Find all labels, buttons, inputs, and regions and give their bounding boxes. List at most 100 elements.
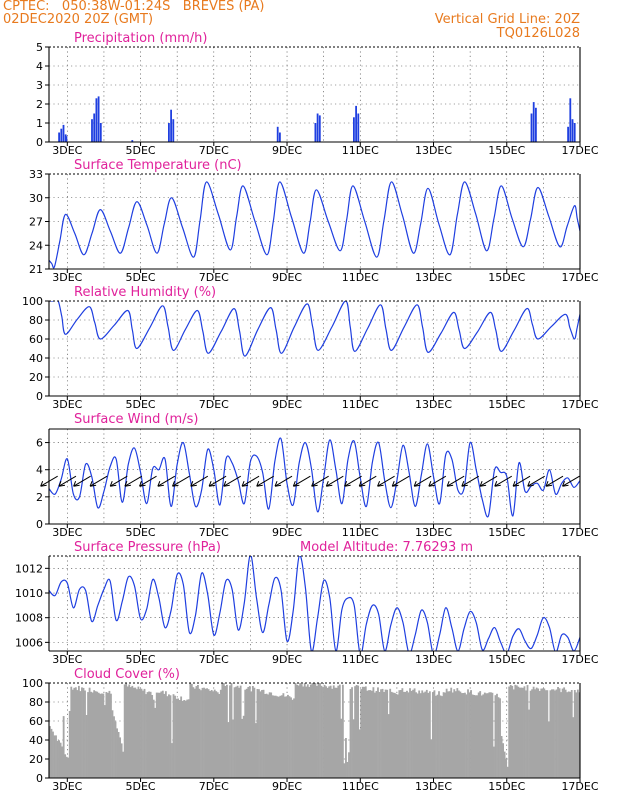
- cloud-bar: [406, 690, 408, 778]
- wind-arrow: [73, 475, 91, 487]
- wind-arrowhead: [292, 481, 300, 487]
- cloud-bar: [113, 716, 115, 778]
- cloud-bar: [407, 692, 410, 778]
- cloud-bar: [270, 692, 273, 778]
- cloud-bar: [322, 687, 324, 778]
- cloud-bar: [560, 692, 562, 778]
- cloud-bar: [79, 691, 82, 778]
- precip-bar: [279, 132, 281, 142]
- cloud-bar: [532, 686, 535, 778]
- header-code: TQ0126L028: [496, 26, 580, 41]
- cloud-bar: [146, 692, 149, 778]
- x-tick-label: 5DEC: [125, 526, 155, 539]
- cloud-bar: [325, 686, 328, 778]
- cloud-bar: [326, 687, 329, 778]
- cloud-bar: [444, 692, 447, 778]
- precip-bar: [131, 140, 134, 142]
- cloud-bar: [106, 692, 109, 778]
- wind-arrowhead: [325, 481, 333, 487]
- wind-arrow: [461, 475, 480, 487]
- cloud-bar: [551, 689, 553, 778]
- x-tick-label: 5DEC: [125, 144, 155, 157]
- x-tick-label: 15DEC: [488, 780, 525, 793]
- x-tick-label: 15DEC: [488, 653, 525, 666]
- cloud-bar: [500, 736, 503, 778]
- cloud-bar: [253, 687, 256, 778]
- cloud-bar: [410, 690, 413, 778]
- cloud-bar: [178, 700, 181, 778]
- precip-bar: [58, 132, 60, 142]
- y-tick-label: 27: [29, 216, 43, 229]
- x-tick-label: 3DEC: [52, 526, 82, 539]
- cloud-bar: [488, 692, 491, 778]
- precip-bar: [532, 102, 535, 142]
- cloud-bar: [49, 726, 51, 778]
- cloud-bar: [97, 692, 100, 778]
- y-tick-label: 1: [36, 117, 43, 130]
- y-tick-label: 0: [36, 772, 43, 785]
- wind-arrowhead: [73, 481, 80, 487]
- cloud-bar: [242, 715, 245, 778]
- wind-arrow: [58, 475, 77, 487]
- precip-bar: [567, 126, 569, 142]
- cloud-bar: [419, 693, 422, 778]
- cloud-bar: [534, 689, 537, 778]
- wind-arrowhead: [311, 481, 318, 487]
- cloud-bar: [529, 690, 532, 778]
- cloud-bar: [166, 696, 169, 778]
- cloud-bar: [251, 686, 254, 778]
- cloud-bar: [338, 684, 341, 778]
- cloud-bar: [349, 689, 352, 778]
- cloud-bar: [477, 692, 480, 778]
- cloud-bar: [258, 689, 260, 778]
- cloud-bar: [335, 687, 338, 778]
- cloud-bar: [177, 698, 179, 778]
- x-tick-label: 9DEC: [272, 526, 302, 539]
- cloud-bar: [575, 692, 578, 778]
- cloud-bar: [401, 688, 404, 778]
- cloud-bar: [389, 688, 392, 778]
- cloud-bar: [100, 693, 103, 778]
- cloud-bar: [447, 691, 450, 778]
- cloud-bar: [404, 691, 407, 778]
- x-tick-label: 11DEC: [342, 526, 379, 539]
- cloud-bar: [329, 685, 332, 778]
- wind-arrow: [139, 475, 157, 487]
- cloud-bar: [431, 692, 434, 778]
- cloud-bar: [395, 693, 398, 778]
- wind-arrowhead: [256, 481, 263, 487]
- cloud-bar: [387, 714, 390, 778]
- cloud-bar: [192, 687, 195, 778]
- y-tick-label: 20: [29, 371, 43, 384]
- cloud-bar: [494, 695, 497, 778]
- wind-arrow: [208, 475, 227, 487]
- panel-annotation: Model Altitude: 7.76293 m: [300, 540, 473, 555]
- cloud-bar: [67, 757, 70, 778]
- cloud-bar: [470, 690, 472, 778]
- cloud-bar: [77, 685, 80, 778]
- cloud-bar: [52, 731, 54, 778]
- cloud-bar: [200, 690, 202, 778]
- cloud-bar: [418, 690, 421, 778]
- cloud-bar: [238, 687, 241, 778]
- cloud-bar: [59, 742, 62, 778]
- cloud-bar: [218, 694, 221, 778]
- wind-arrow: [494, 475, 513, 487]
- cloud-bar: [386, 689, 389, 778]
- cloud-bar: [248, 686, 251, 778]
- cloud-bar: [132, 687, 135, 778]
- cloud-bar: [123, 684, 126, 778]
- cloud-bar: [247, 687, 250, 778]
- wind-arrow: [190, 475, 209, 487]
- y-tick-label: 80: [29, 314, 43, 327]
- cloud-bar: [526, 685, 529, 778]
- cloud-bar: [163, 693, 166, 778]
- cloud-bar: [207, 689, 210, 778]
- x-tick-label: 7DEC: [199, 271, 229, 284]
- precip-bar: [318, 115, 321, 142]
- cloud-bar: [514, 684, 517, 778]
- wind-arrowhead: [562, 481, 569, 487]
- x-tick-label: 5DEC: [125, 780, 155, 793]
- precip-bar: [571, 119, 574, 142]
- x-tick-label: 9DEC: [272, 271, 302, 284]
